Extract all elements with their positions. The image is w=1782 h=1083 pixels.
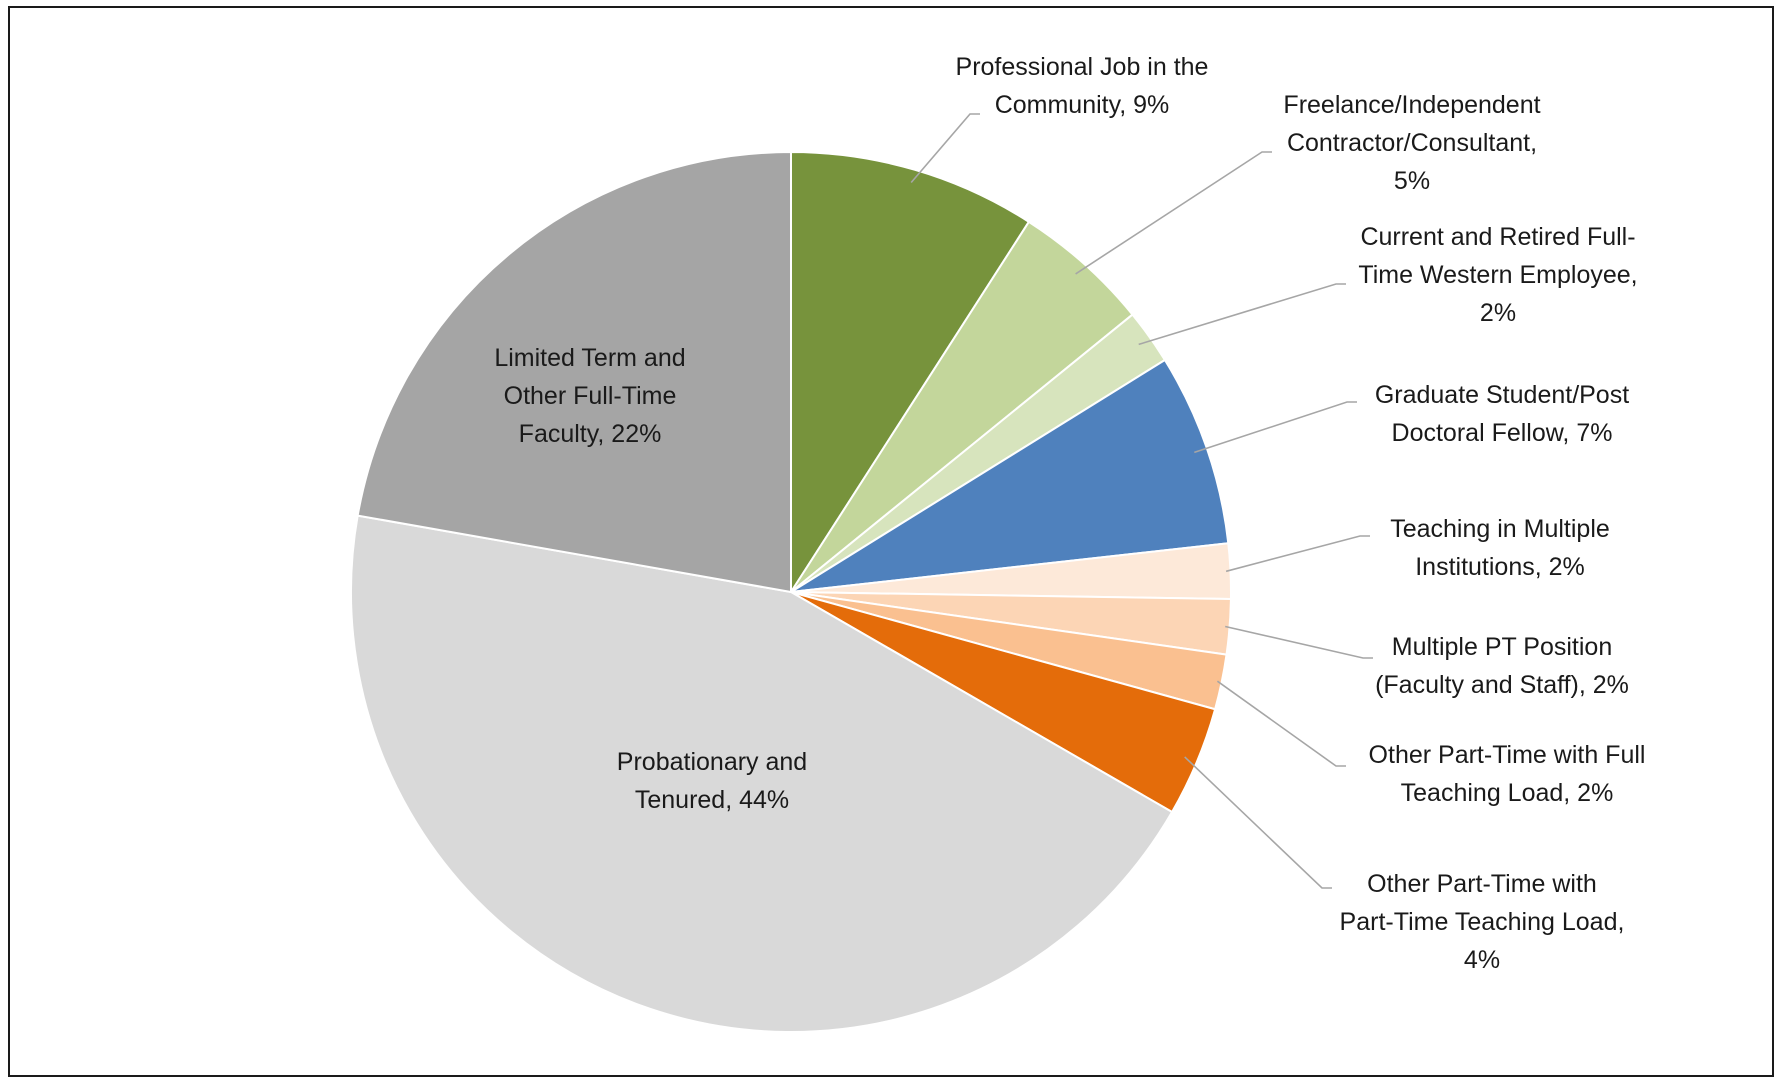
leader-line-graduate-student-post-doctoral-fellow xyxy=(1194,401,1357,454)
data-label-line: Multiple PT Position xyxy=(1392,633,1612,661)
data-label-graduate-student-post-doctoral-fellow: Graduate Student/Post Doctoral Fellow, 7% xyxy=(1375,381,1629,447)
data-label-line: Other Part-Time with xyxy=(1367,870,1597,898)
pie-slice-limited-term-and-other-full-time-faculty xyxy=(356,151,792,593)
data-label-line: Time Western Employee, xyxy=(1358,261,1637,289)
data-label-line: Freelance/Independent xyxy=(1283,91,1540,119)
data-label-line: 4% xyxy=(1464,946,1500,974)
data-label-line: Institutions, 2% xyxy=(1415,553,1585,581)
data-label-line: Doctoral Fellow, 7% xyxy=(1392,419,1613,447)
data-label-limited-term-and-other-full-time-faculty: Limited Term and Other Full-Time Faculty, … xyxy=(494,344,685,448)
data-label-line: Professional Job in the xyxy=(956,53,1209,81)
pie-slices xyxy=(350,151,1232,1033)
data-label-other-part-time-with-full-teaching-load: Other Part-Time with Full Teaching Load, … xyxy=(1369,741,1646,807)
data-label-professional-job-in-the-community: Professional Job in the Community, 9% xyxy=(956,53,1209,119)
leader-line-multiple-pt-position-faculty-and-staff xyxy=(1225,625,1373,659)
data-label-line: Teaching in Multiple xyxy=(1390,515,1610,543)
data-label-line: Part-Time Teaching Load, xyxy=(1340,908,1625,936)
data-label-probationary-and-tenured: Probationary and Tenured, 44% xyxy=(617,748,807,814)
leader-line-freelance-independent-contractor-consultant xyxy=(1075,151,1272,275)
data-label-multiple-pt-position-faculty-and-staff: Multiple PT Position (Faculty and Staff),… xyxy=(1375,633,1629,699)
data-label-line: Contractor/Consultant, xyxy=(1287,129,1537,157)
data-label-line: Teaching Load, 2% xyxy=(1401,779,1614,807)
pie-slice-professional-job-in-the-community xyxy=(790,151,1030,593)
data-label-line: Community, 9% xyxy=(995,91,1170,119)
data-label-line: Other Full-Time xyxy=(504,382,677,410)
leader-line-other-part-time-with-full-teaching-load xyxy=(1216,680,1346,767)
data-label-line: Graduate Student/Post xyxy=(1375,381,1629,409)
leader-line-current-and-retired-full-time-western-employee xyxy=(1138,283,1346,346)
data-label-line: Faculty, 22% xyxy=(519,420,662,448)
data-label-line: 2% xyxy=(1480,299,1516,327)
leader-line-other-part-time-with-part-time-teaching-load xyxy=(1184,756,1332,889)
data-label-line: Limited Term and xyxy=(494,344,685,372)
data-label-current-and-retired-full-time-western-employee: Current and Retired Full- Time Western Em… xyxy=(1358,223,1637,327)
leader-lines xyxy=(910,113,1373,889)
data-labels: Professional Job in the Community, 9% Free… xyxy=(494,53,1645,974)
data-label-line: 5% xyxy=(1394,167,1430,195)
data-label-line: Probationary and xyxy=(617,748,807,776)
leader-line-teaching-in-multiple-institutions xyxy=(1225,535,1370,573)
data-label-line: (Faculty and Staff), 2% xyxy=(1375,671,1629,699)
chart-frame: Professional Job in the Community, 9% Free… xyxy=(8,6,1774,1077)
data-label-teaching-in-multiple-institutions: Teaching in Multiple Institutions, 2% xyxy=(1390,515,1610,581)
data-label-line: Tenured, 44% xyxy=(635,786,789,814)
pie-chart: Professional Job in the Community, 9% Free… xyxy=(350,53,1645,1033)
data-label-line: Current and Retired Full- xyxy=(1360,223,1635,251)
data-label-line: Other Part-Time with Full xyxy=(1369,741,1646,769)
pie-slice-probationary-and-tenured xyxy=(350,514,1174,1033)
leader-line-professional-job-in-the-community xyxy=(910,113,980,184)
data-label-other-part-time-with-part-time-teaching-load: Other Part-Time with Part-Time Teaching L… xyxy=(1340,870,1625,974)
data-label-freelance-independent-contractor-consultant: Freelance/Independent Contractor/Consulta… xyxy=(1283,91,1540,195)
